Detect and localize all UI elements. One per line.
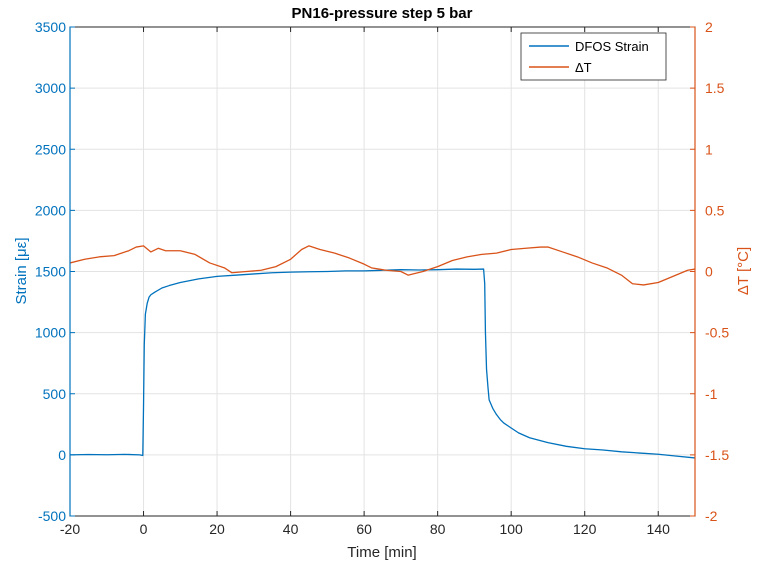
legend-box [520,32,667,81]
x-tick-label: 80 [430,521,446,537]
y-right-tick-label: -1 [705,386,718,402]
legend-label-strain: DFOS Strain [575,39,649,54]
y-right-tick-label: 1 [705,141,713,157]
legend-label-deltat: ΔT [575,60,592,75]
y-axis-right-label: ΔT [°C] [735,247,752,295]
y-right-tick-label: -1.5 [705,447,729,463]
y-right-tick-label: 2 [705,19,713,35]
y-right-tick-label: -0.5 [705,325,729,341]
x-tick-label: 0 [140,521,148,537]
y-left-tick-label: 500 [43,386,67,402]
y-left-tick-label: 2500 [35,141,66,157]
x-tick-label: 60 [356,521,372,537]
y-left-tick-label: -500 [38,508,66,524]
series-layer [69,245,696,459]
y-left-tick-label: 0 [58,447,66,463]
axes: -20 0 20 40 60 80 100 120 140-500050010001500200… [35,19,729,537]
y-right-tick-label: -2 [705,508,718,524]
y-left-tick-label: 3000 [35,80,66,96]
chart-title: PN16-pressure step 5 bar [292,5,473,22]
y-left-tick-label: 2000 [35,202,66,218]
legend: DFOS Strain ΔT [520,32,667,81]
x-tick-label: 20 [209,521,225,537]
x-tick-label: 140 [647,521,671,537]
series-line-dfos-strain [69,268,696,459]
x-tick-label: 100 [499,521,523,537]
x-axis-label: Time [min] [347,544,416,561]
series-line-delta-t [69,245,696,286]
y-left-tick-label: 3500 [35,19,66,35]
y-right-tick-label: 0 [705,264,713,280]
y-left-tick-label: 1500 [35,264,66,280]
y-left-tick-label: 1000 [35,325,66,341]
grid [70,27,695,516]
x-tick-label: 120 [573,521,597,537]
y-axis-left-label: Strain [με] [13,237,30,304]
x-tick-label: -20 [60,521,80,537]
x-tick-label: 40 [283,521,299,537]
y-right-tick-label: 1.5 [705,80,725,96]
y-right-tick-label: 0.5 [705,202,725,218]
